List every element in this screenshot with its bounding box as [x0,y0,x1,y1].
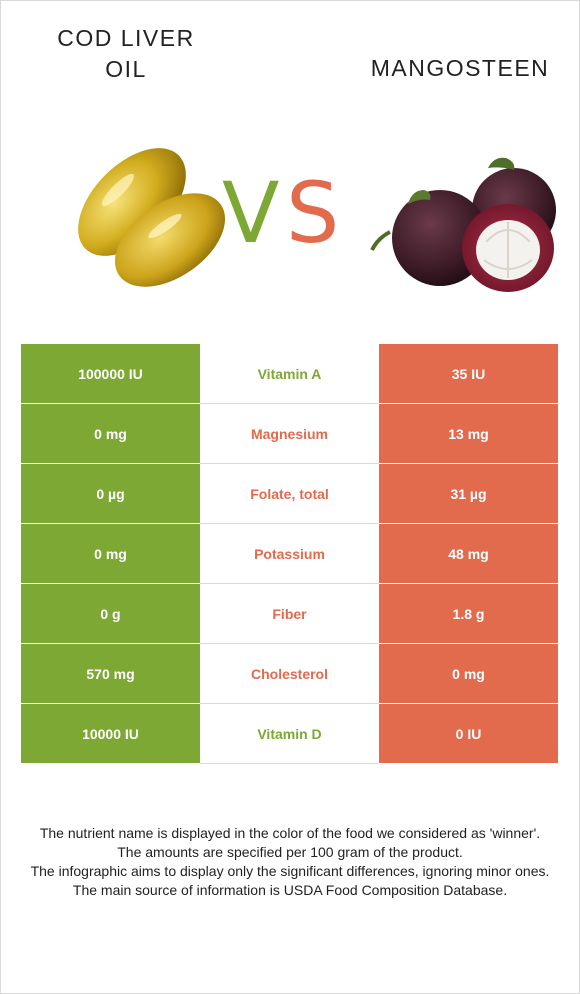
versus-v: V [222,164,280,262]
footnote: The amounts are specified per 100 gram o… [117,844,463,860]
table-row: 0 mg Magnesium 13 mg [21,403,558,464]
footnote: The infographic aims to display only the… [30,863,550,879]
left-value: 10000 IU [21,703,200,764]
nutrient-name: Folate, total [200,463,379,524]
left-value: 0 µg [21,463,200,524]
left-value: 0 g [21,583,200,644]
nutrient-name: Vitamin A [200,344,379,404]
table-row: 100000 IU Vitamin A 35 IU [21,344,558,404]
left-value: 100000 IU [21,344,200,404]
versus-label: V S [222,168,352,258]
left-food-title: COD LIVER OIL [57,25,195,82]
table-row: 0 g Fiber 1.8 g [21,583,558,644]
cod-liver-oil-capsules-image [78,148,226,287]
left-value: 0 mg [21,403,200,464]
footnote: The nutrient name is displayed in the co… [39,825,541,841]
table-row: 0 mg Potassium 48 mg [21,523,558,584]
right-value: 0 mg [379,643,558,704]
right-value: 31 µg [379,463,558,524]
versus-s: S [286,164,340,262]
right-value: 1.8 g [379,583,558,644]
footnotes: The nutrient name is displayed in the co… [22,824,558,900]
left-value: 0 mg [21,523,200,584]
right-value: 48 mg [379,523,558,584]
nutrient-name: Cholesterol [200,643,379,704]
table-row: 570 mg Cholesterol 0 mg [21,643,558,704]
right-value: 13 mg [379,403,558,464]
nutrient-name: Vitamin D [200,703,379,764]
mangosteen-image [370,157,556,292]
comparison-table: 100000 IU Vitamin A 35 IU 0 mg Magnesium… [21,344,558,764]
left-value: 570 mg [21,643,200,704]
table-row: 10000 IU Vitamin D 0 IU [21,703,558,764]
right-value: 35 IU [379,344,558,404]
nutrient-name: Fiber [200,583,379,644]
table-row: 0 µg Folate, total 31 µg [21,463,558,524]
right-food-title: MANGOSTEEN [370,55,550,81]
right-value: 0 IU [379,703,558,764]
nutrient-name: Magnesium [200,403,379,464]
footnote: The main source of information is USDA F… [72,882,508,898]
nutrient-name: Potassium [200,523,379,584]
